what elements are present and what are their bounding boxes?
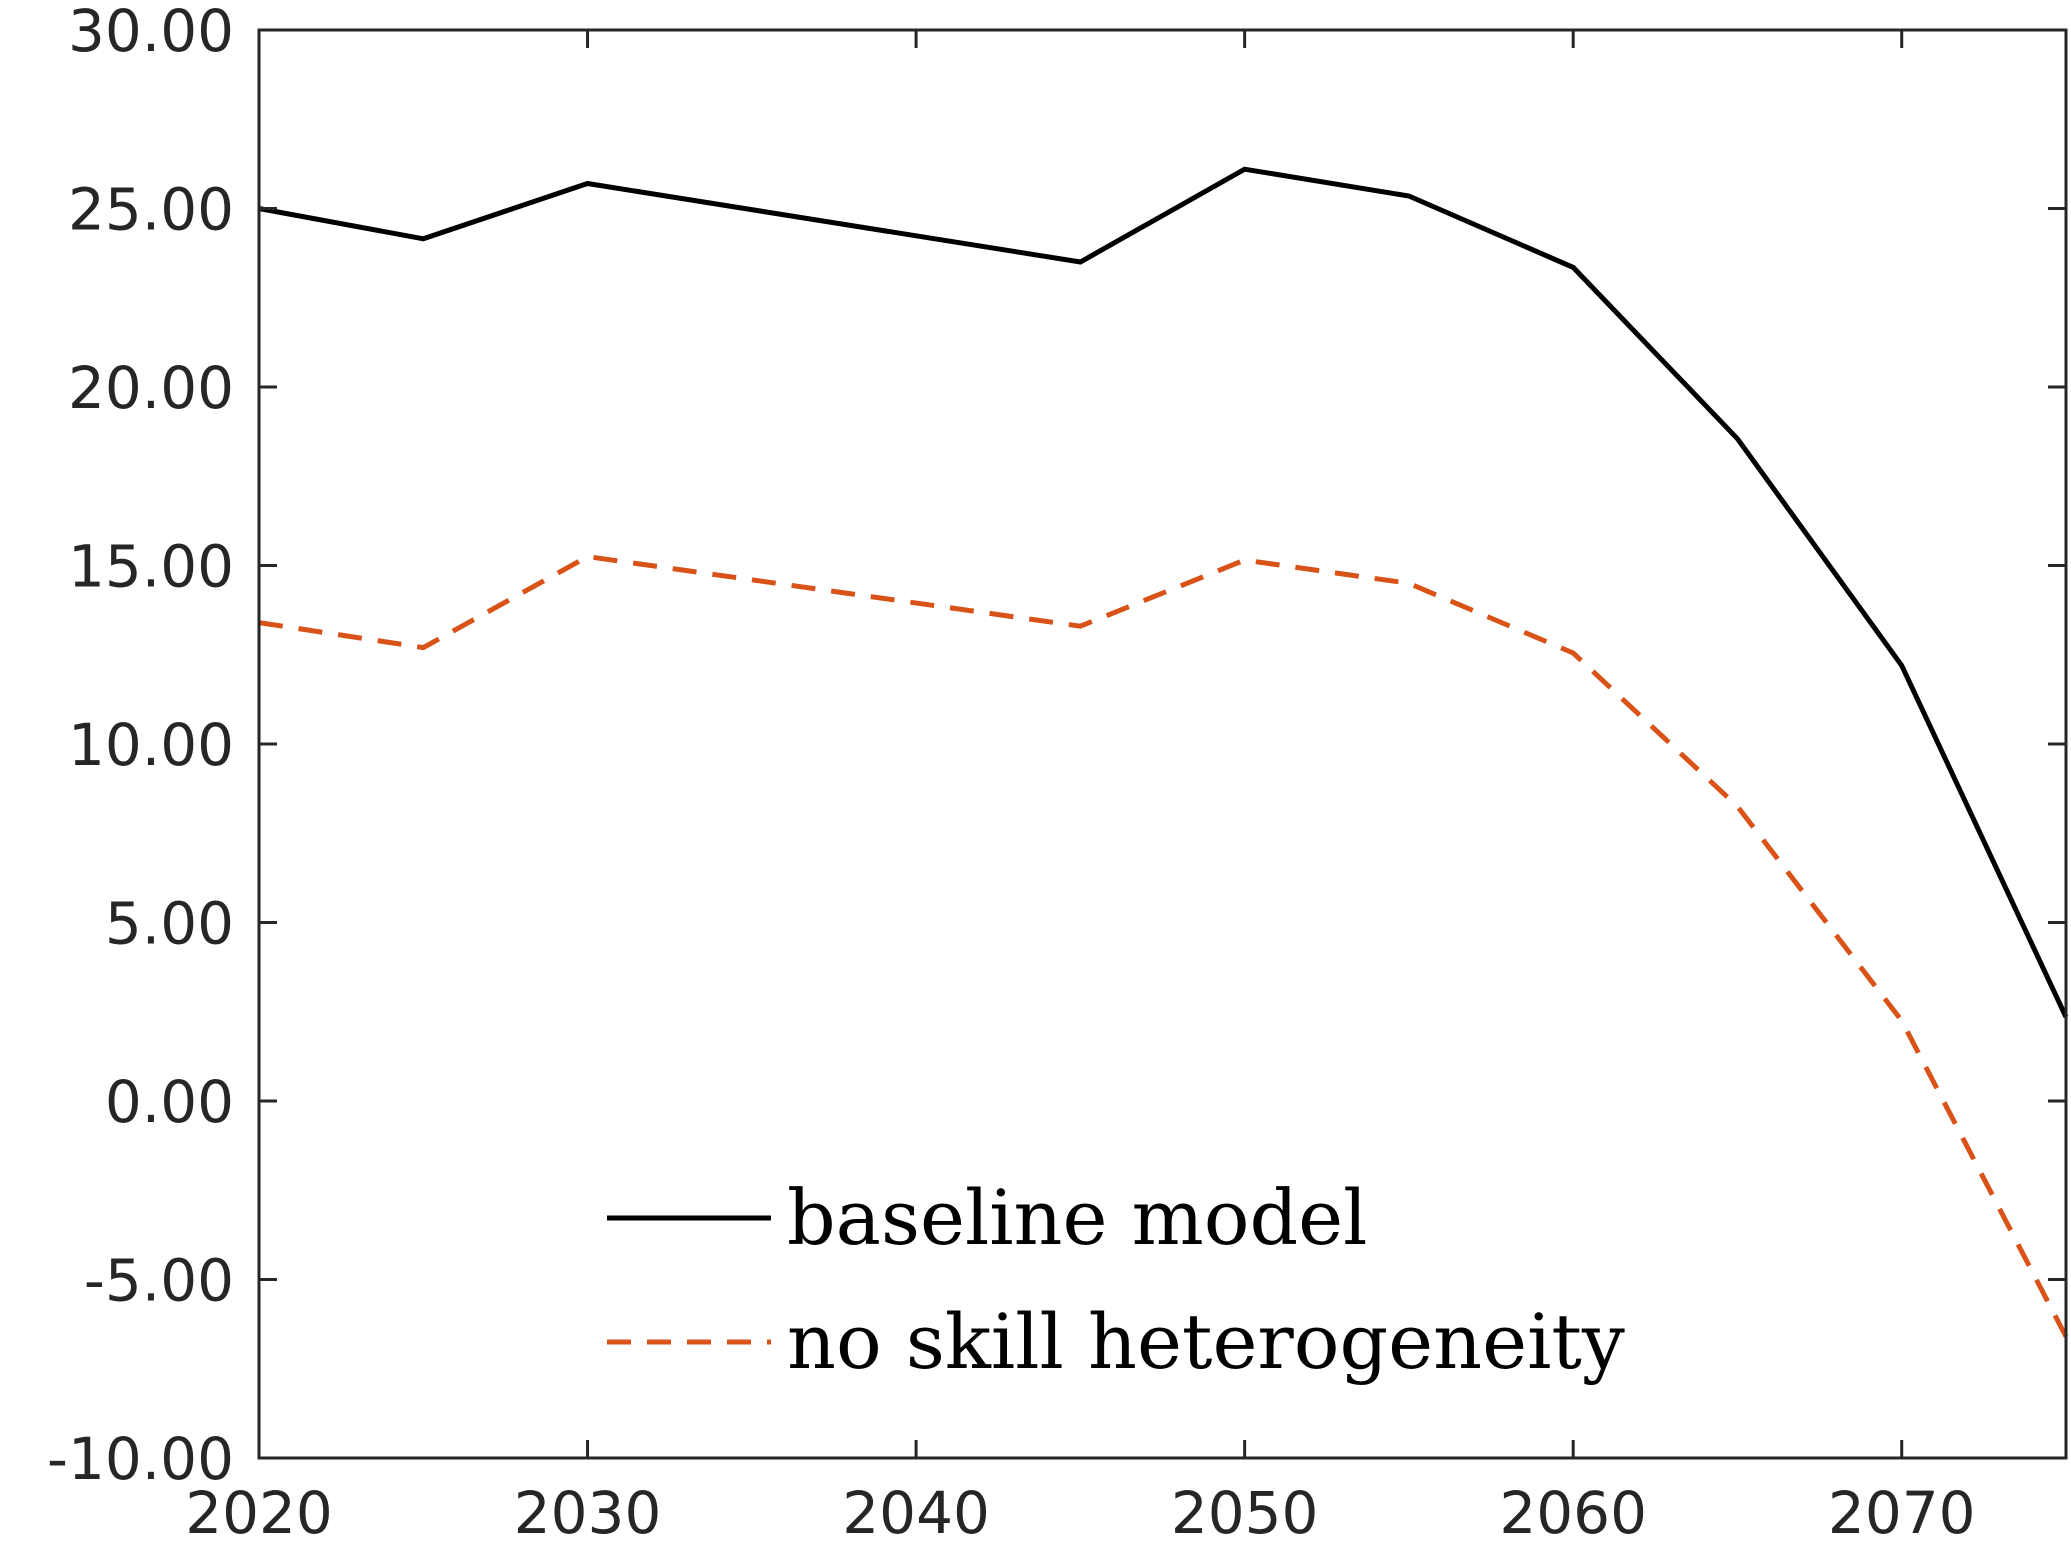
y-tick-label: 5.00 — [105, 890, 234, 958]
plot-area — [259, 30, 2066, 1458]
series-line-0 — [258, 166, 2069, 1019]
legend-label-1: no skill heterogeneity — [787, 1297, 1625, 1386]
x-tick-label: 2020 — [185, 1479, 333, 1547]
y-tick-label: 20.00 — [68, 354, 234, 422]
y-tick-label: -5.00 — [84, 1247, 234, 1315]
y-tick-label: 0.00 — [105, 1068, 234, 1136]
axes: -10.00 -5.00 0.00 5.00 10.00 15.00 20.00 25.00 3… — [47, 0, 2068, 1547]
y-tick-label: 10.00 — [68, 711, 234, 779]
x-tick-label: 2030 — [514, 1479, 662, 1547]
x-tick-label: 2040 — [842, 1479, 990, 1547]
legend: baseline model no skill heterogeneity — [607, 1173, 1625, 1386]
series-line-1 — [258, 554, 2069, 1338]
series-lines — [258, 166, 2069, 1338]
x-tick-label: 2050 — [1171, 1479, 1319, 1547]
x-tick-label: 2060 — [1499, 1479, 1647, 1547]
y-tick-label: 25.00 — [68, 176, 234, 244]
y-tick-label: 15.00 — [68, 533, 234, 601]
y-tick-label: -10.00 — [47, 1425, 234, 1493]
plot-background — [259, 30, 2066, 1458]
y-tick-label: 30.00 — [68, 0, 234, 65]
x-tick-label: 2070 — [1828, 1479, 1976, 1547]
legend-label-0: baseline model — [787, 1173, 1367, 1262]
